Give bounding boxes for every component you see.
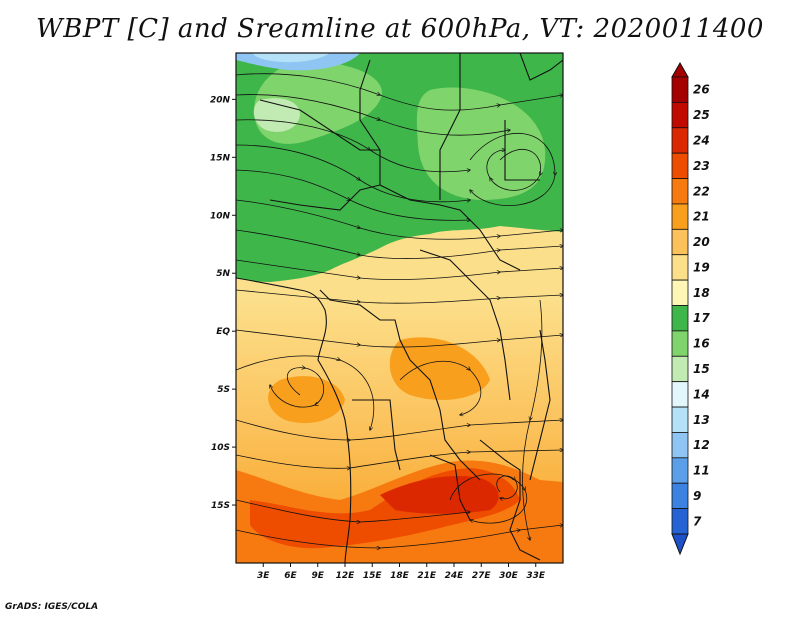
colorbar-label: 15: [693, 362, 710, 376]
colorbar-label: 26: [693, 83, 710, 97]
lon-tick-label: 21E: [417, 571, 437, 581]
credit-text: GrADS: IGES/COLA: [5, 602, 99, 612]
colorbar-label: 25: [693, 108, 710, 122]
colorbar-label: 11: [693, 464, 710, 478]
lon-tick-label: 27E: [472, 571, 492, 581]
colorbar-label: 24: [693, 133, 710, 147]
colorbar-swatch: [671, 482, 689, 510]
colorbar-swatch: [671, 305, 689, 332]
colorbar-swatch: [671, 508, 689, 535]
lat-tick-label: 15N: [210, 153, 231, 163]
colorbar-swatch: [671, 457, 689, 484]
longitude-axis: 3E 6E 9E 12E 15E 18E 21E 24E 27E 30E 33E: [257, 563, 546, 581]
colorbar-label: 7: [693, 514, 702, 528]
colorbar-swatch: [671, 381, 689, 408]
colorbar-swatch: [671, 127, 689, 154]
lon-tick-label: 12E: [336, 571, 356, 581]
lat-tick-label: 5N: [216, 269, 230, 279]
lon-tick-label: 18E: [390, 571, 410, 581]
lon-tick-label: 9E: [312, 571, 325, 581]
colorbar-label: 21: [693, 210, 710, 224]
lat-tick-label: EQ: [216, 327, 230, 337]
colorbar-bottom-arrow: [671, 533, 689, 556]
colorbar-label: 20: [693, 235, 710, 249]
colorbar-label: 18: [693, 286, 710, 300]
colorbar-swatch: [671, 279, 689, 306]
colorbar-swatch: [671, 101, 689, 129]
colorbar-swatch: [671, 355, 689, 383]
colorbar-label: 22: [693, 184, 710, 198]
colorbar-swatch: [671, 203, 689, 230]
lon-tick-label: 3E: [257, 571, 270, 581]
colorbar-swatch: [671, 228, 689, 256]
lat-tick-label: 10N: [210, 211, 231, 221]
chart-title: WBPT [C] and Sreamline at 600hPa, VT: 20…: [36, 14, 764, 44]
colorbar-swatch: [671, 254, 689, 281]
lat-tick-label: 15S: [211, 501, 230, 511]
colorbar-label: 19: [693, 260, 710, 274]
colorbar: 26 25 24 23 22 21 20 19 18 17 16 15 14 13 12 11 9 7: [671, 61, 710, 556]
colorbar-swatch: [671, 76, 689, 103]
lon-tick-label: 24E: [445, 571, 465, 581]
lat-tick-label: 20N: [210, 95, 231, 105]
colorbar-swatch: [671, 406, 689, 433]
lat-tick-label: 5S: [217, 385, 230, 395]
latitude-axis: 20N 15N 10N 5N EQ 5S 10S 15S: [210, 95, 236, 511]
lon-tick-label: 6E: [284, 571, 297, 581]
lon-tick-label: 30E: [499, 571, 519, 581]
colorbar-swatch: [671, 152, 689, 179]
lat-tick-label: 10S: [211, 443, 230, 453]
boundaries: [236, 53, 563, 563]
colorbar-label: 14: [693, 387, 710, 401]
colorbar-label: 16: [693, 337, 710, 351]
wbpt-field: [236, 53, 563, 563]
colorbar-top-arrow: [671, 61, 689, 78]
colorbar-label: 23: [693, 159, 710, 173]
lon-tick-label: 15E: [363, 571, 383, 581]
colorbar-label: 13: [693, 413, 710, 427]
colorbar-swatch: [671, 178, 689, 205]
colorbar-label: 9: [693, 489, 701, 503]
lon-tick-label: 33E: [526, 571, 546, 581]
colorbar-label: 17: [693, 311, 710, 325]
colorbar-label: 12: [693, 438, 710, 452]
colorbar-swatch: [671, 432, 689, 459]
colorbar-swatch: [671, 330, 689, 357]
